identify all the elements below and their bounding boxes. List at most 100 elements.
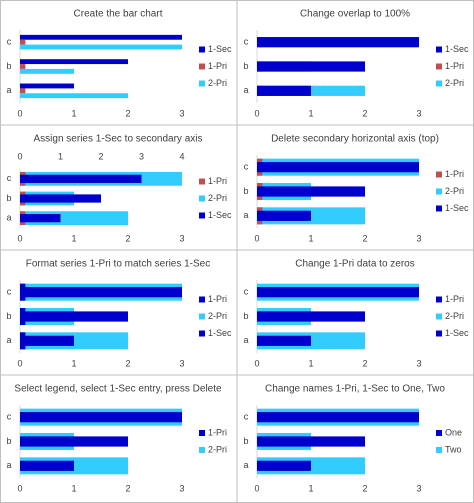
legend-label: 1-Pri xyxy=(208,294,227,304)
legend-label: 1-Pri xyxy=(445,294,464,304)
x-tick-label: 3 xyxy=(179,233,184,243)
bar xyxy=(257,335,311,346)
legend-label: 2-Pri xyxy=(445,311,464,321)
y-tick-label: c xyxy=(244,412,249,422)
legend-swatch xyxy=(436,313,442,320)
bar xyxy=(20,39,26,45)
legend-swatch xyxy=(199,313,205,320)
chart-title: Assign series 1-Sec to secondary axis xyxy=(34,134,203,145)
x-tick-label: 3 xyxy=(179,483,184,493)
x-tick-label: 3 xyxy=(416,233,421,243)
x-tick-label: 0 xyxy=(17,358,22,368)
y-tick-label: b xyxy=(6,193,11,203)
legend-label: 1-Sec xyxy=(208,210,232,220)
x-tick-label: 2 xyxy=(362,233,367,243)
bar xyxy=(20,436,128,447)
x-tick-label: 0 xyxy=(254,358,259,368)
y-tick-label: b xyxy=(243,61,248,71)
legend-swatch xyxy=(436,205,442,212)
x2-tick-label: 0 xyxy=(17,151,22,161)
bar xyxy=(257,37,419,48)
bar xyxy=(257,210,311,221)
legend-label: 1-Pri xyxy=(445,169,464,179)
x-tick-label: 1 xyxy=(308,483,313,493)
bar xyxy=(257,162,419,173)
legend-swatch xyxy=(436,80,442,87)
legend-label: 1-Pri xyxy=(208,61,227,71)
bar xyxy=(20,44,182,50)
y-tick-label: b xyxy=(6,436,11,446)
legend-label: 1-Sec xyxy=(445,203,469,213)
x2-tick-label: 1 xyxy=(58,151,63,161)
bar xyxy=(257,436,365,447)
y-tick-label: c xyxy=(244,162,249,172)
x-tick-label: 2 xyxy=(125,233,130,243)
chart-title: Change overlap to 100% xyxy=(300,9,410,20)
y-tick-label: c xyxy=(7,173,12,183)
legend-label: 2-Pri xyxy=(208,444,227,454)
x-tick-label: 2 xyxy=(362,108,367,118)
legend-swatch xyxy=(436,430,442,436)
bar xyxy=(20,83,74,89)
legend-label: 2-Pri xyxy=(445,78,464,88)
legend-swatch xyxy=(199,80,205,87)
y-tick-label: c xyxy=(244,37,249,47)
y-tick-label: c xyxy=(7,37,12,47)
bar xyxy=(20,59,128,65)
y-tick-label: a xyxy=(243,460,248,470)
bar xyxy=(20,460,74,471)
legend-swatch xyxy=(436,296,442,303)
legend-label: 2-Pri xyxy=(445,186,464,196)
x-tick-label: 2 xyxy=(125,358,130,368)
x-tick-label: 2 xyxy=(362,358,367,368)
x-tick-label: 2 xyxy=(362,483,367,493)
y-tick-label: a xyxy=(6,85,11,95)
y-tick-label: a xyxy=(243,85,248,95)
chart-title: Create the bar chart xyxy=(74,9,163,20)
legend-label: 2-Pri xyxy=(208,193,227,203)
y-tick-label: c xyxy=(244,287,249,297)
y-tick-label: c xyxy=(7,287,12,297)
x-tick-label: 3 xyxy=(179,358,184,368)
legend-swatch xyxy=(436,46,442,53)
bar xyxy=(20,88,26,94)
bar xyxy=(257,85,311,96)
x-tick-label: 2 xyxy=(125,108,130,118)
legend-label: 2-Pri xyxy=(208,78,227,88)
legend-swatch xyxy=(436,330,442,337)
bar xyxy=(257,460,311,471)
bar xyxy=(20,214,61,223)
legend-label: 1-Sec xyxy=(208,44,232,54)
x-tick-label: 1 xyxy=(308,233,313,243)
x-tick-label: 1 xyxy=(71,108,76,118)
bar xyxy=(20,64,26,69)
bar xyxy=(257,412,419,423)
x-tick-label: 3 xyxy=(416,358,421,368)
y-tick-label: c xyxy=(7,412,12,422)
legend-swatch xyxy=(199,46,205,53)
x-tick-label: 3 xyxy=(179,108,184,118)
x-tick-label: 1 xyxy=(71,233,76,243)
legend-label: 1-Pri xyxy=(208,427,227,437)
legend-label: Two xyxy=(445,444,462,454)
legend-swatch xyxy=(436,188,442,195)
bar xyxy=(20,335,74,346)
x-tick-label: 0 xyxy=(17,233,22,243)
x-tick-label: 1 xyxy=(308,358,313,368)
legend-swatch xyxy=(436,63,442,70)
chart-title: Delete secondary horizontal axis (top) xyxy=(271,134,439,145)
x2-tick-label: 3 xyxy=(139,151,144,161)
legend-label: 2-Pri xyxy=(208,311,227,321)
x-tick-label: 0 xyxy=(17,108,22,118)
legend-swatch xyxy=(199,178,205,185)
bar xyxy=(20,287,182,298)
bar xyxy=(257,311,365,322)
bar xyxy=(20,34,182,40)
legend-label: 1-Sec xyxy=(445,328,469,338)
bar xyxy=(257,186,365,197)
y-tick-label: b xyxy=(243,186,248,196)
y-tick-label: a xyxy=(6,335,11,345)
chart-title: Change names 1-Pri, 1-Sec to One, Two xyxy=(265,384,445,395)
legend-label: 1-Sec xyxy=(445,44,469,54)
